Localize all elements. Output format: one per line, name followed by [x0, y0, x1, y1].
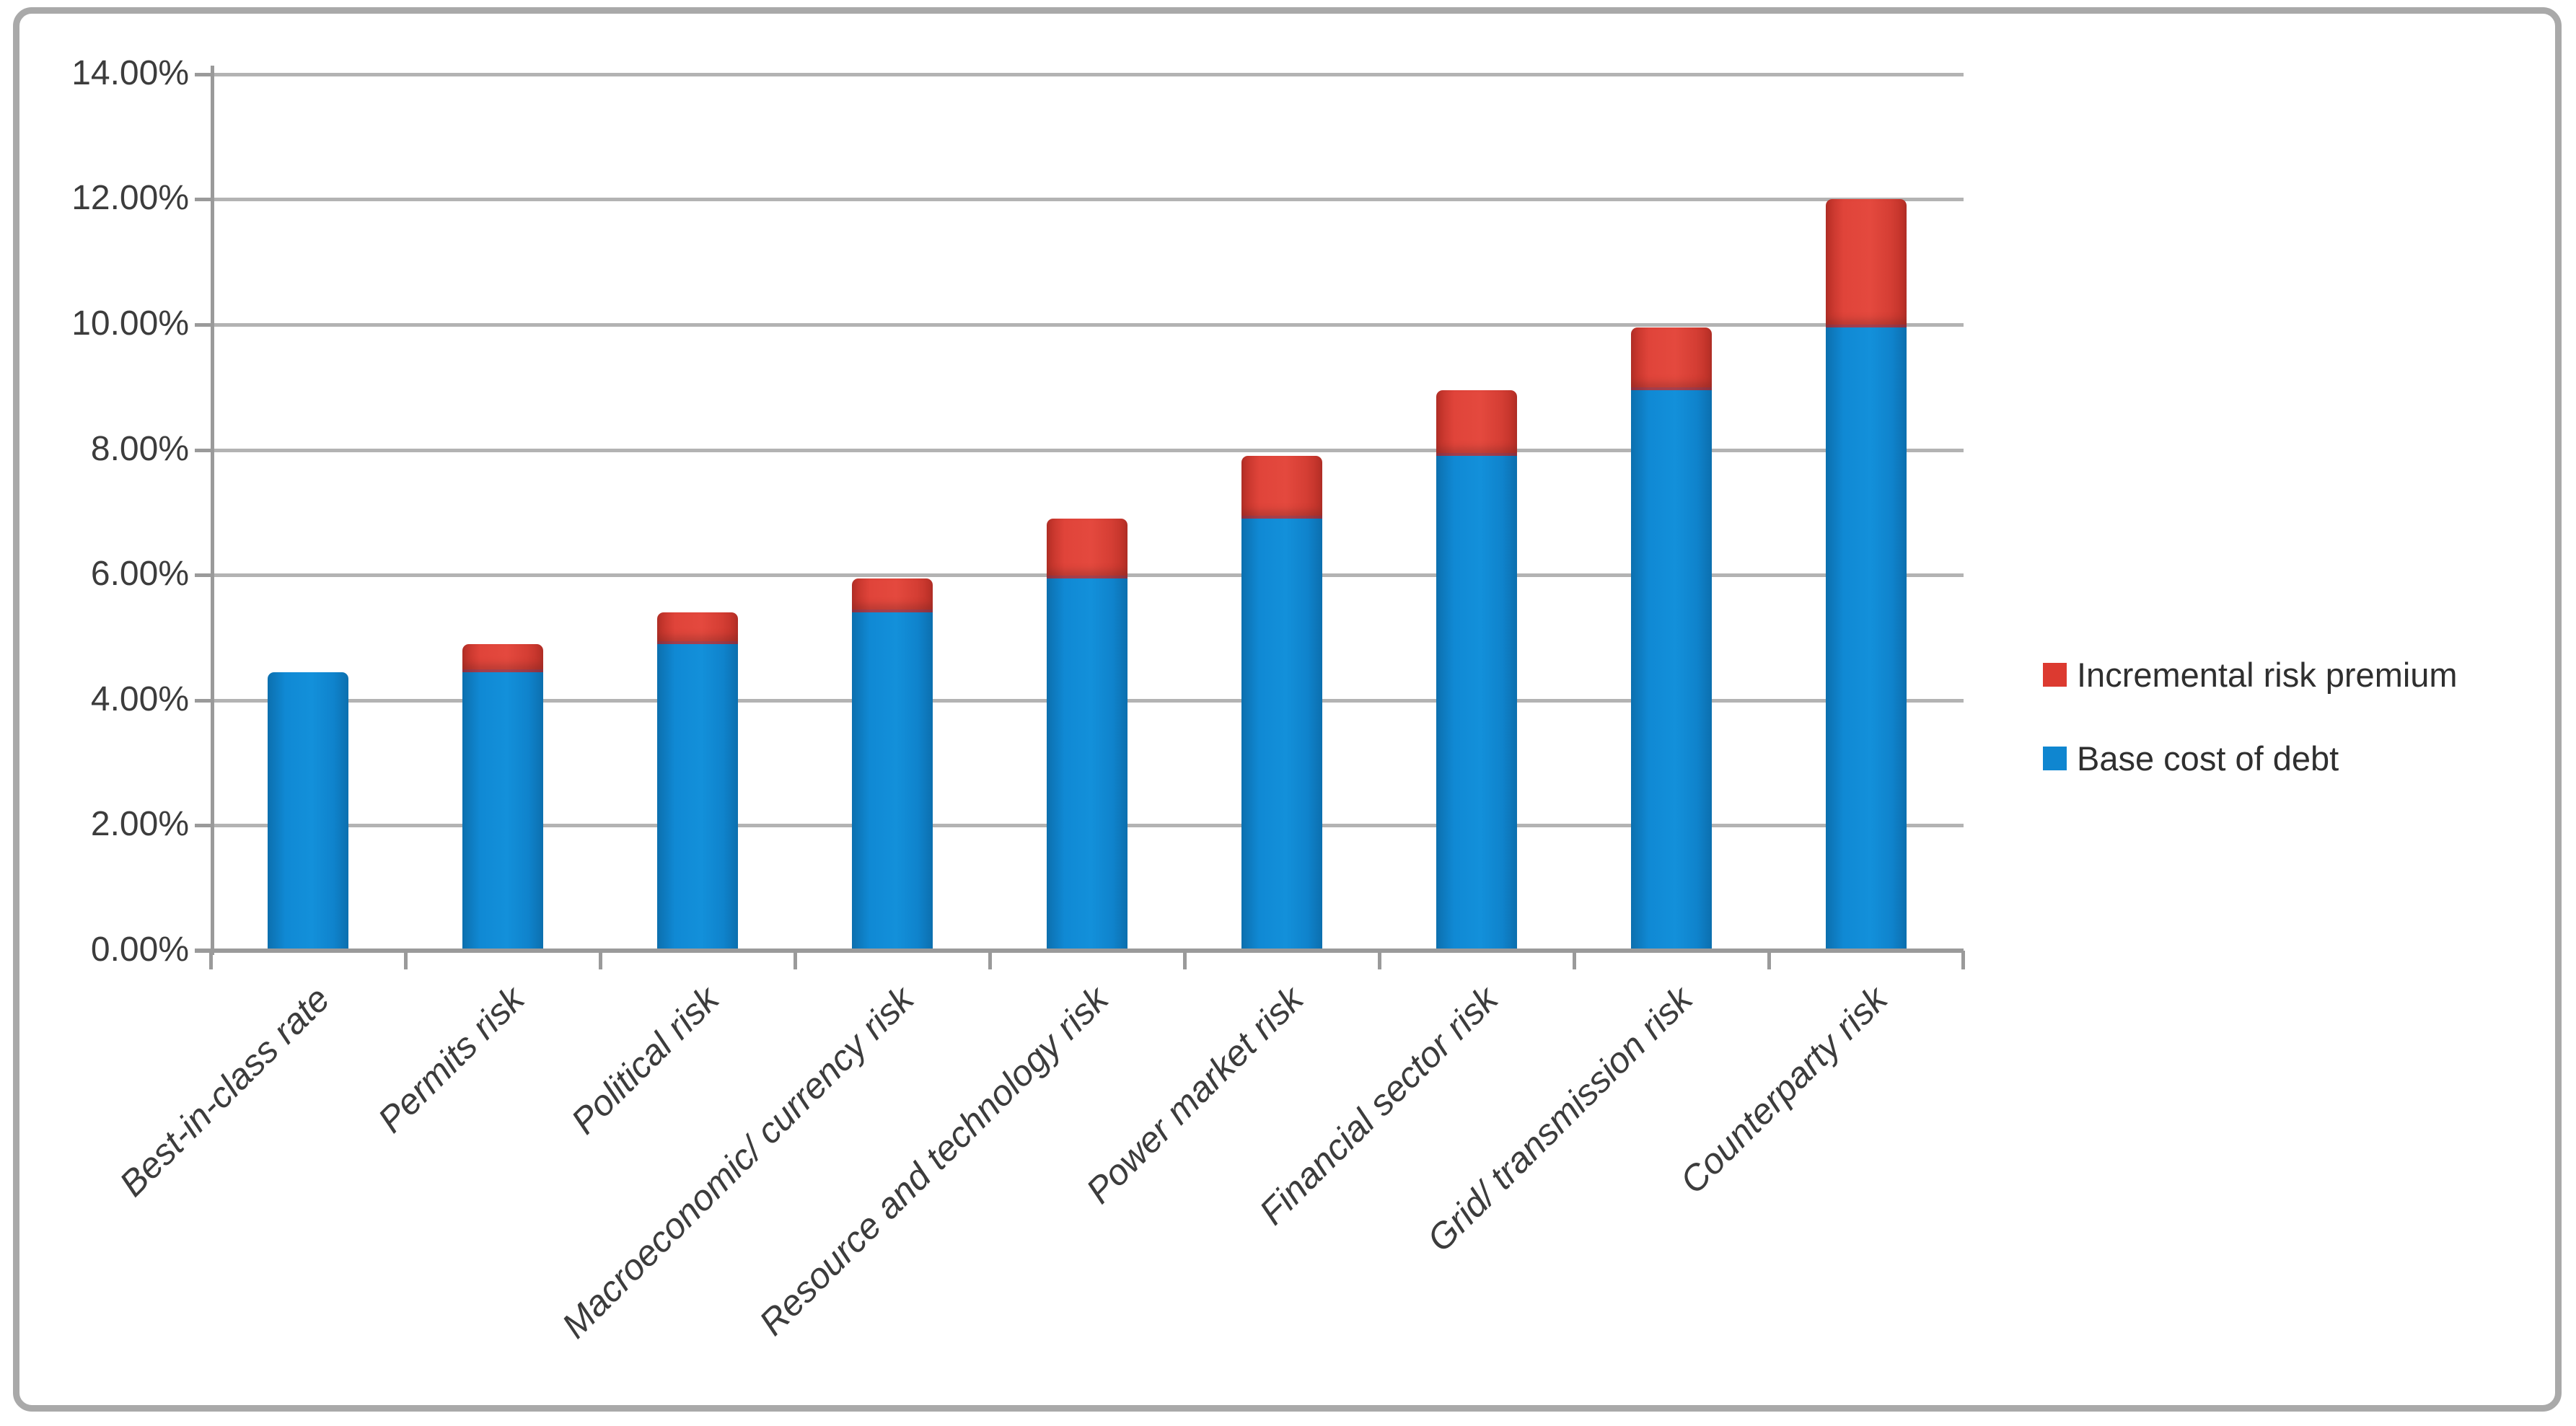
x-axis-label-5: Power market risk [1078, 978, 1311, 1212]
bar-base-segment [1436, 456, 1517, 951]
x-axis-label-8: Counterparty risk [1672, 978, 1896, 1202]
bar-premium-segment [1436, 390, 1517, 457]
gridline-14pct [211, 72, 1964, 76]
bar-premium-segment [1241, 456, 1322, 519]
y-tick-14pct [195, 72, 211, 76]
legend-swatch-base-icon [2043, 746, 2067, 770]
y-axis-label-4pct: 4.00% [90, 679, 189, 718]
y-tick-6pct [195, 573, 211, 578]
gridline-8pct [211, 448, 1964, 452]
legend-item-base-cost-of-debt: Base cost of debt [2043, 735, 2458, 781]
bar-premium-segment [657, 612, 738, 644]
x-tick-3 [794, 951, 797, 969]
legend-item-incremental-risk-premium: Incremental risk premium [2043, 651, 2458, 697]
y-axis-line [211, 65, 214, 955]
y-tick-12pct [195, 198, 211, 202]
x-tick-0 [209, 951, 213, 969]
x-axis-label-0: Best-in-class rate [111, 978, 338, 1205]
bar-premium-segment [852, 578, 933, 613]
x-tick-5 [1183, 951, 1187, 969]
gridline-12pct [211, 198, 1964, 202]
bar-base-segment [1826, 327, 1907, 951]
x-tick-8 [1767, 951, 1771, 969]
bar-base-segment [852, 612, 933, 951]
bar-base-segment [1631, 390, 1712, 951]
x-axis-label-4: Resource and technology risk [751, 978, 1117, 1344]
bar-premium-segment [1826, 199, 1907, 328]
x-tick-1 [404, 951, 408, 969]
bar-base-segment [268, 672, 348, 951]
x-axis-label-2: Political risk [563, 978, 727, 1142]
legend-label-base: Base cost of debt [2077, 739, 2339, 778]
bar-base-segment [462, 672, 543, 951]
legend-label-incremental: Incremental risk premium [2077, 655, 2458, 694]
bar-premium-segment [1047, 519, 1127, 578]
x-axis-label-3: Macroeconomic/ currency risk [554, 978, 922, 1346]
y-axis-label-14pct: 14.00% [71, 53, 189, 92]
y-axis-label-0pct: 0.00% [90, 930, 189, 969]
y-axis-label-2pct: 2.00% [90, 805, 189, 844]
y-tick-2pct [195, 824, 211, 828]
x-tick-4 [988, 951, 992, 969]
y-axis-label-8pct: 8.00% [90, 429, 189, 468]
y-tick-4pct [195, 698, 211, 703]
x-tick-9 [1961, 951, 1965, 969]
bar-base-segment [1241, 519, 1322, 951]
bar-base-segment [1047, 578, 1127, 951]
y-tick-10pct [195, 323, 211, 327]
legend-swatch-incremental-icon [2043, 662, 2067, 687]
bar-base-segment [657, 643, 738, 951]
x-tick-6 [1378, 951, 1381, 969]
y-axis-label-6pct: 6.00% [90, 555, 189, 594]
legend: Incremental risk premium Base cost of de… [2043, 651, 2458, 819]
gridline-10pct [211, 323, 1964, 327]
x-axis-label-1: Permits risk [370, 978, 532, 1140]
y-axis-label-12pct: 12.00% [71, 179, 189, 218]
y-axis-label-10pct: 10.00% [71, 304, 189, 343]
bar-premium-segment [462, 643, 543, 672]
y-tick-8pct [195, 448, 211, 452]
x-axis-line [195, 949, 1964, 953]
x-tick-7 [1573, 951, 1576, 969]
x-tick-2 [599, 951, 602, 969]
bar-premium-segment [1631, 327, 1712, 391]
